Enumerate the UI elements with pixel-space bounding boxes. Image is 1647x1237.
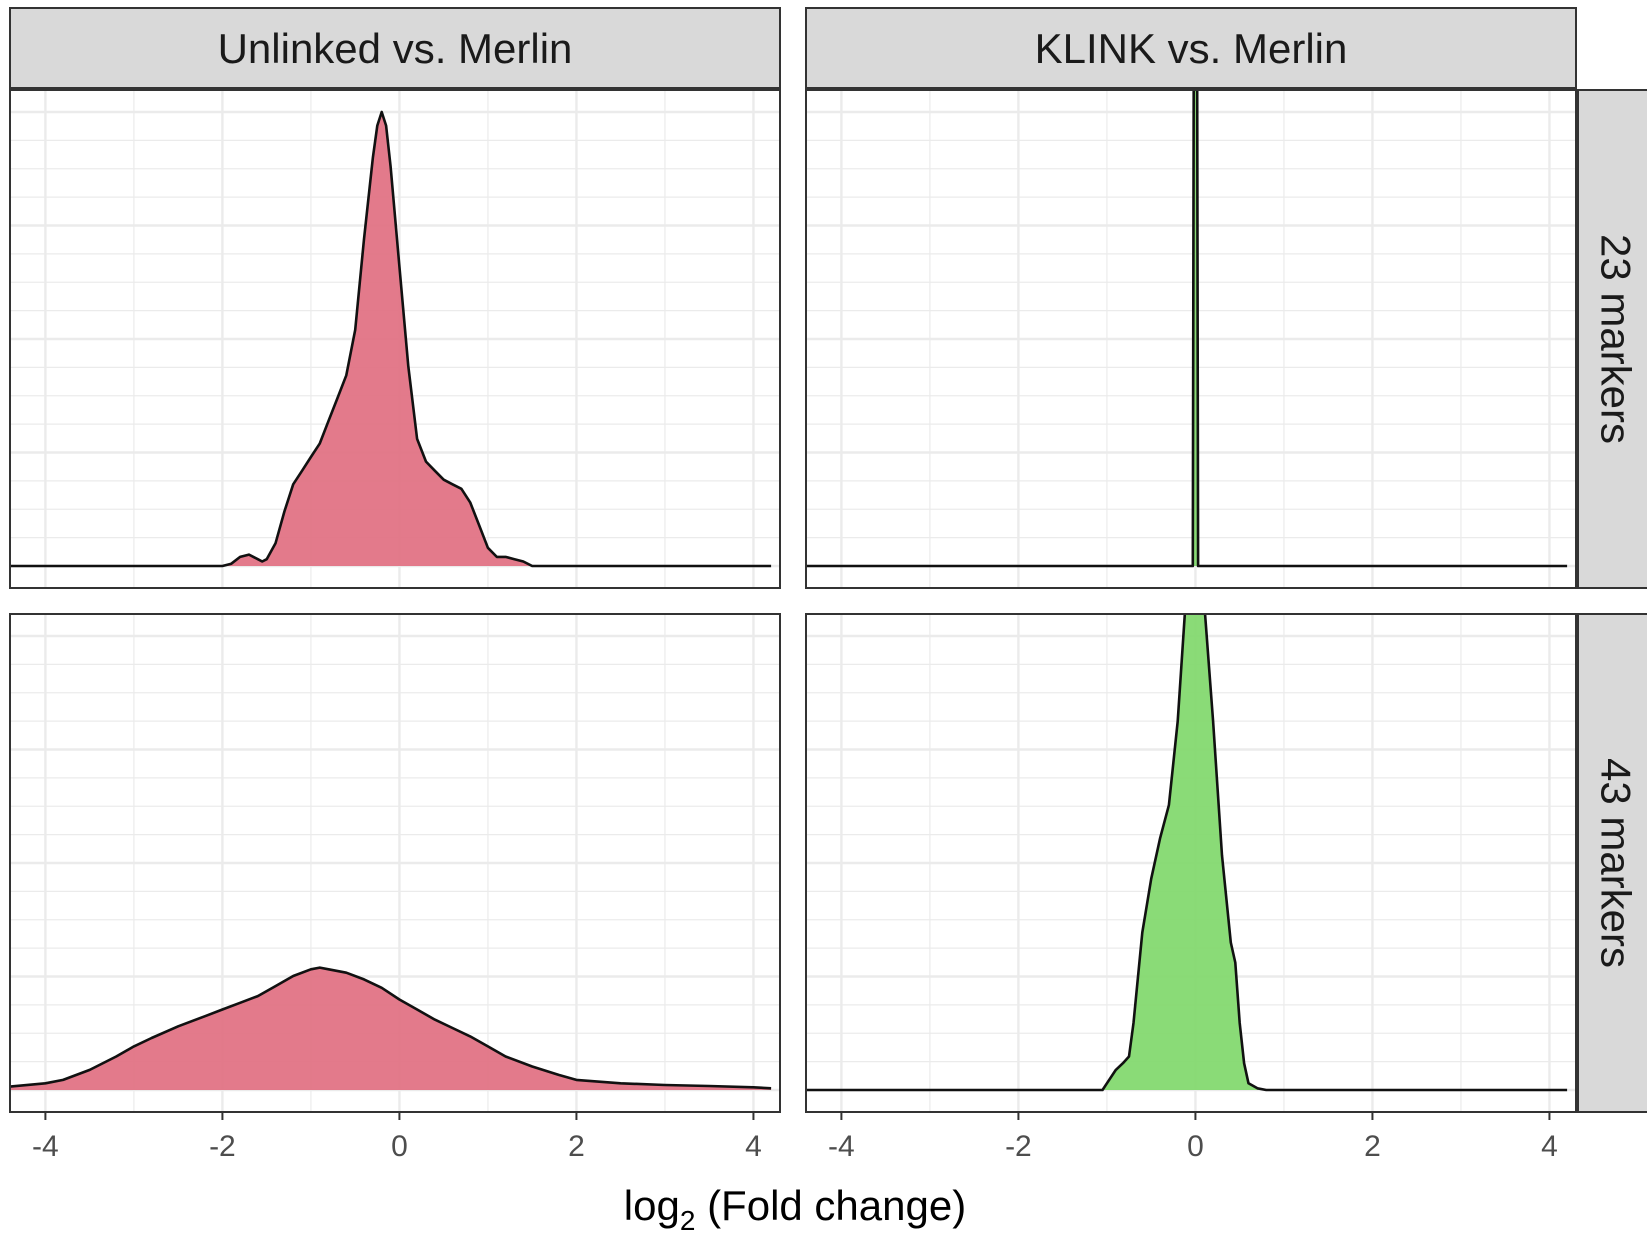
panel-border xyxy=(9,613,781,1113)
panel-klink-vs-merlin-23-markers xyxy=(805,89,1577,589)
strip-background xyxy=(805,7,1577,89)
strip-background xyxy=(1577,89,1647,589)
panel-unlinked-vs-merlin-43-markers xyxy=(9,613,781,1113)
strip-background xyxy=(9,7,781,89)
x-tick-label: 4 xyxy=(745,1130,762,1163)
panel-layer xyxy=(9,89,1577,1113)
density-area-klink-vs-merlin xyxy=(806,614,1568,1090)
density-area-unlinked-vs-merlin xyxy=(10,112,772,566)
strip-background xyxy=(1577,613,1647,1113)
strip-klink-vs-merlin: KLINK vs. Merlin xyxy=(805,7,1577,89)
strip-label-row: 23 markers xyxy=(1593,234,1640,444)
strip-label-row: 43 markers xyxy=(1593,758,1640,968)
panel-unlinked-vs-merlin-23-markers xyxy=(9,89,781,589)
x-tick-layer: -4 -2 0 2 4 -4 -2 0 2 4 xyxy=(32,1112,1558,1163)
density-line-unlinked-vs-merlin xyxy=(10,966,772,1090)
panel-border xyxy=(805,613,1577,1113)
x-tick-label: 0 xyxy=(391,1130,408,1163)
strip-23-markers: 23 markers xyxy=(1577,89,1647,589)
strip-label-column: KLINK vs. Merlin xyxy=(1035,25,1348,72)
x-tick-label: 2 xyxy=(1364,1130,1381,1163)
x-tick-label: -4 xyxy=(32,1130,59,1163)
x-tick-label: -4 xyxy=(828,1130,855,1163)
strip-43-markers: 43 markers xyxy=(1577,613,1647,1113)
panel-klink-vs-merlin-43-markers xyxy=(805,613,1577,1113)
density-line-unlinked-vs-merlin xyxy=(10,110,772,568)
strip-label-column: Unlinked vs. Merlin xyxy=(218,25,573,72)
panel-border xyxy=(9,89,781,589)
x-tick-label: 4 xyxy=(1541,1130,1558,1163)
x-tick-label: 2 xyxy=(568,1130,585,1163)
strip-layer: Unlinked vs. Merlin KLINK vs. Merlin 23 ma… xyxy=(9,7,1647,1113)
x-tick-label: -2 xyxy=(1005,1130,1032,1163)
x-axis-title: log2 (Fold change) xyxy=(624,1182,966,1236)
density-area-unlinked-vs-merlin xyxy=(10,967,772,1090)
panel-border xyxy=(805,89,1577,589)
density-line-klink-vs-merlin xyxy=(806,90,1568,568)
strip-unlinked-vs-merlin: Unlinked vs. Merlin xyxy=(9,7,781,89)
x-tick-label: 0 xyxy=(1187,1130,1204,1163)
density-line-klink-vs-merlin xyxy=(806,614,1568,1092)
x-tick-label: -2 xyxy=(209,1130,236,1163)
